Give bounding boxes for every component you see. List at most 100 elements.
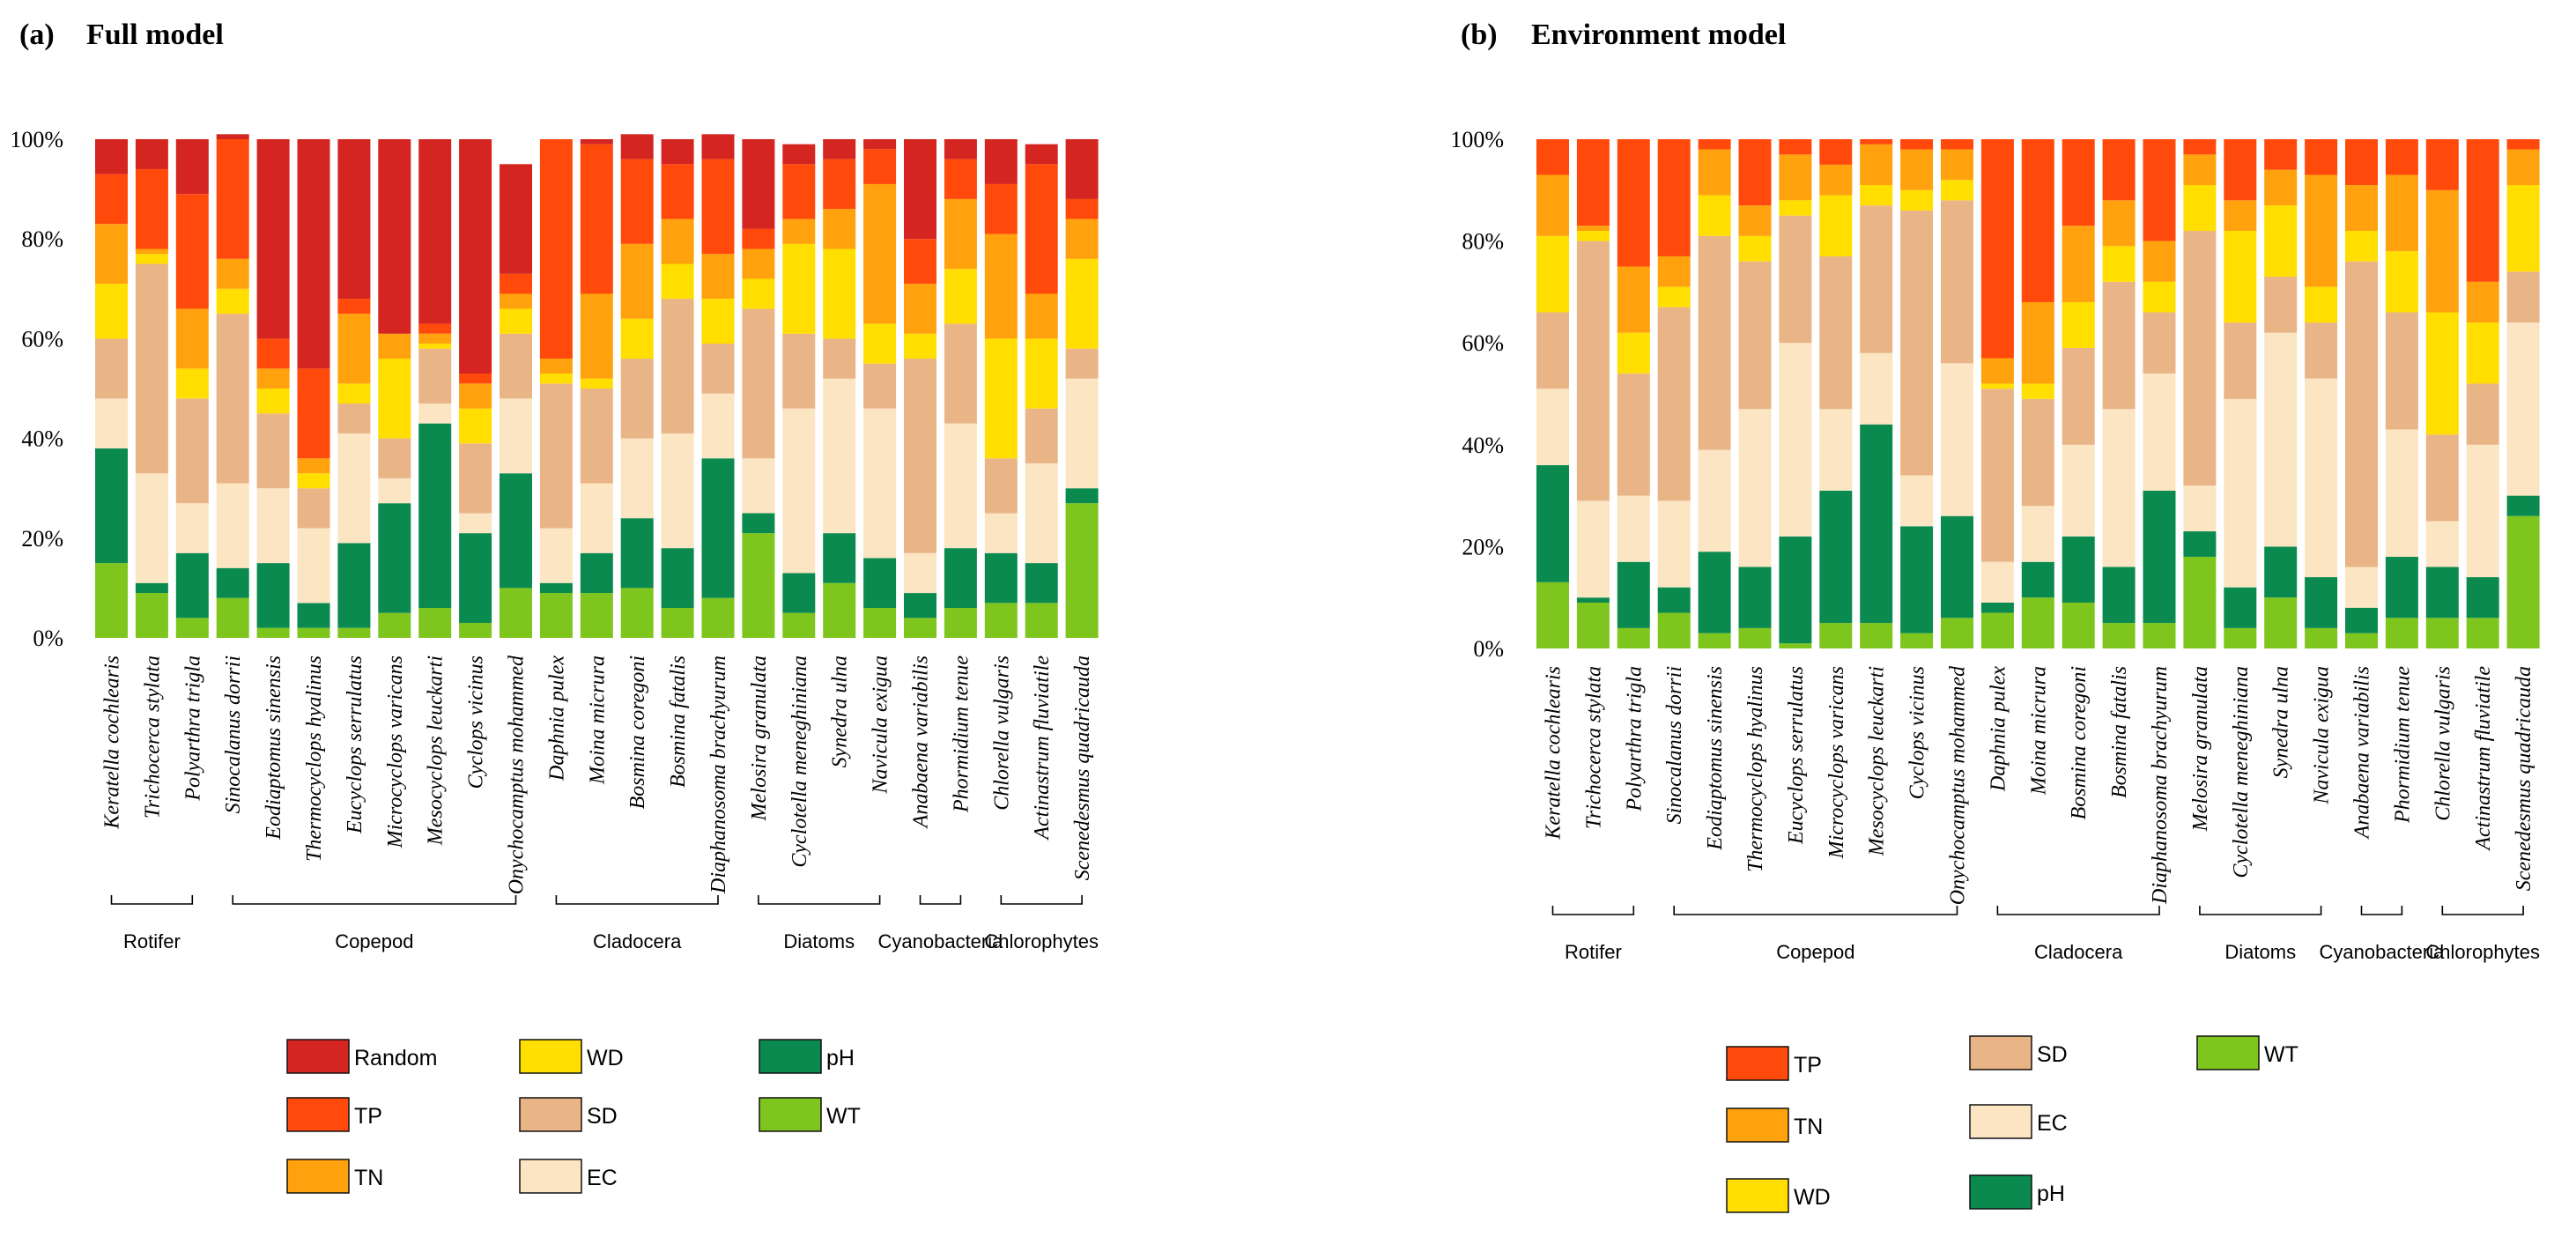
bar-scenedesmus-quadricauda <box>1065 139 1099 638</box>
segment-tp-chlorella-vulgaris <box>2425 139 2459 190</box>
segment-wt-microcyclops-varicans <box>378 612 411 638</box>
segment-sd-diaphanosoma-brachyurum <box>2143 312 2176 374</box>
segment-ph-diaphanosoma-brachyurum <box>701 458 735 598</box>
segment-ph-mesocyclops-leuckarti <box>418 423 452 609</box>
segment-tn-cyclotella-meneghiniana <box>2224 200 2257 232</box>
segment-tn-melosira-granulata <box>742 248 775 279</box>
segment-sd-bosmina-coregoni <box>620 359 654 439</box>
segment-wd-eucyclops-serrulatus <box>337 383 371 404</box>
segment-tp-diaphanosoma-brachyurum <box>701 159 735 255</box>
segment-random-synedra-ulna <box>823 139 856 159</box>
segment-ec-navicula-exigua <box>863 408 897 559</box>
y-tick-label: 80% <box>1462 229 1504 255</box>
segment-wt-polyarthra-trigla <box>1617 627 1650 648</box>
segment-ec-polyarthra-trigla <box>1617 495 1650 562</box>
segment-tp-actinastrum-fluviatile <box>1025 164 1058 294</box>
legend-swatch-tn <box>286 1159 350 1194</box>
segment-ph-polyarthra-trigla <box>175 552 209 618</box>
legend-swatch-tn <box>1726 1107 1789 1143</box>
y-tick-label: 80% <box>21 226 63 252</box>
segment-sd-cyclotella-meneghiniana <box>782 333 816 409</box>
segment-tp-phormidium-tenue <box>2385 139 2418 175</box>
group-label-copepod: Copepod <box>1776 941 1854 963</box>
segment-ec-trichocerca-stylata <box>1576 500 1610 598</box>
y-tick-label: 0% <box>33 626 63 651</box>
bar-microcyclops-varicans <box>1819 139 1853 648</box>
segment-sd-sinocalanus-dorrii <box>216 314 249 484</box>
segment-tp-eodiaptomus-sinensis <box>1698 139 1731 150</box>
group-label-rotifer: Rotifer <box>1565 941 1622 963</box>
segment-random-bosmina-fatalis <box>661 139 694 165</box>
segment-tn-thermocyclops-hyalinus <box>1738 205 1772 236</box>
group-bracket-rotifer <box>1551 906 1635 915</box>
segment-ec-phormidium-tenue <box>944 423 977 549</box>
segment-random-diaphanosoma-brachyurum <box>701 134 735 159</box>
segment-ec-cyclotella-meneghiniana <box>782 408 816 574</box>
segment-ph-chlorella-vulgaris <box>2425 567 2459 618</box>
x-tick-label: Polyarthra trigla <box>181 656 204 802</box>
segment-ec-thermocyclops-hyalinus <box>297 528 330 604</box>
segment-wt-mesocyclops-leuckarti <box>418 608 452 638</box>
segment-wt-microcyclops-varicans <box>1819 623 1853 648</box>
segment-tp-diaphanosoma-brachyurum <box>2143 139 2176 241</box>
segment-tp-thermocyclops-hyalinus <box>297 368 330 459</box>
segment-wt-navicula-exigua <box>863 608 897 638</box>
segment-wt-daphnia-pulex <box>539 593 573 638</box>
segment-tp-mesocyclops-leuckarti <box>1860 139 1893 144</box>
segment-wd-navicula-exigua <box>2305 286 2338 323</box>
segment-tn-eodiaptomus-sinensis <box>1698 149 1731 196</box>
panel-a-full-model: (a) Full model 0% 20% 40% 60% 80% 100% Keratel… <box>10 19 1099 1194</box>
segment-wd-melosira-granulata <box>742 278 775 309</box>
x-tick-label: Diaphanosoma brachyurum <box>707 656 730 894</box>
segment-sd-phormidium-tenue <box>2385 312 2418 430</box>
segment-ec-synedra-ulna <box>823 378 856 534</box>
segment-ec-sinocalanus-dorrii <box>1657 500 1691 588</box>
group-bracket-cyanobacteria <box>2360 906 2403 915</box>
x-tick-label: Synedra ulna <box>2270 666 2293 778</box>
segment-ec-eucyclops-serrulatus <box>1779 343 1812 537</box>
segment-wd-chlorella-vulgaris <box>984 338 1018 459</box>
segment-wd-microcyclops-varicans <box>1819 195 1853 256</box>
segment-tn-eucyclops-serrulatus <box>337 314 371 384</box>
segment-random-sinocalanus-dorrii <box>216 134 249 139</box>
segment-ec-synedra-ulna <box>2264 332 2298 547</box>
segment-wt-moina-micrura <box>2021 597 2054 648</box>
x-tick-label: Actinastrum fluviatile <box>1031 656 1054 841</box>
bar-melosira-granulata <box>2183 139 2217 648</box>
segment-ph-daphnia-pulex <box>539 582 573 594</box>
segment-tn-scenedesmus-quadricauda <box>1065 219 1099 259</box>
segment-tn-eucyclops-serrulatus <box>1779 154 1812 201</box>
segment-sd-scenedesmus-quadricauda <box>1065 348 1099 379</box>
legend-item-ph: pH <box>1969 1174 2065 1210</box>
x-tick-label: Phormidium tenue <box>950 656 973 813</box>
segment-wd-anabaena-variabilis <box>904 333 936 359</box>
segment-random-phormidium-tenue <box>944 139 977 159</box>
segment-tp-navicula-exigua <box>863 149 897 184</box>
segment-sd-polyarthra-trigla <box>175 398 209 504</box>
segment-tn-actinastrum-fluviatile <box>2466 281 2499 323</box>
x-tick-label: Moina micrura <box>586 656 609 785</box>
group-label-diatoms: Diatoms <box>2224 941 2296 963</box>
segment-wd-mesocyclops-leuckarti <box>1860 185 1893 206</box>
x-tick-label: Diaphanosoma brachyurum <box>2149 666 2172 905</box>
segment-wd-sinocalanus-dorrii <box>216 288 249 315</box>
legend-swatch-ph <box>759 1039 822 1074</box>
segment-wd-trichocerca-stylata <box>1576 231 1610 241</box>
segment-sd-melosira-granulata <box>742 308 775 459</box>
segment-wt-phormidium-tenue <box>2385 618 2418 648</box>
segment-tn-daphnia-pulex <box>1980 358 2014 384</box>
segment-wt-eucyclops-serrulatus <box>1779 643 1812 648</box>
segment-ec-cyclotella-meneghiniana <box>2224 398 2257 588</box>
segment-wd-navicula-exigua <box>863 323 897 364</box>
segment-tn-mesocyclops-leuckarti <box>1860 144 1893 186</box>
legend-swatch-wd <box>1726 1178 1789 1213</box>
bar-anabaena-variabilis <box>904 139 936 638</box>
segment-wt-bosmina-fatalis <box>2102 623 2136 648</box>
segment-tp-bosmina-fatalis <box>2102 139 2136 201</box>
segment-tn-scenedesmus-quadricauda <box>2506 149 2540 186</box>
segment-tn-daphnia-pulex <box>539 359 573 374</box>
segment-wt-cyclotella-meneghiniana <box>2224 627 2257 648</box>
segment-ec-melosira-granulata <box>2183 485 2217 532</box>
x-tick-label: Eucyclops serrulatus <box>1785 666 1808 845</box>
x-tick-label: Eucyclops serrulatus <box>344 656 366 834</box>
